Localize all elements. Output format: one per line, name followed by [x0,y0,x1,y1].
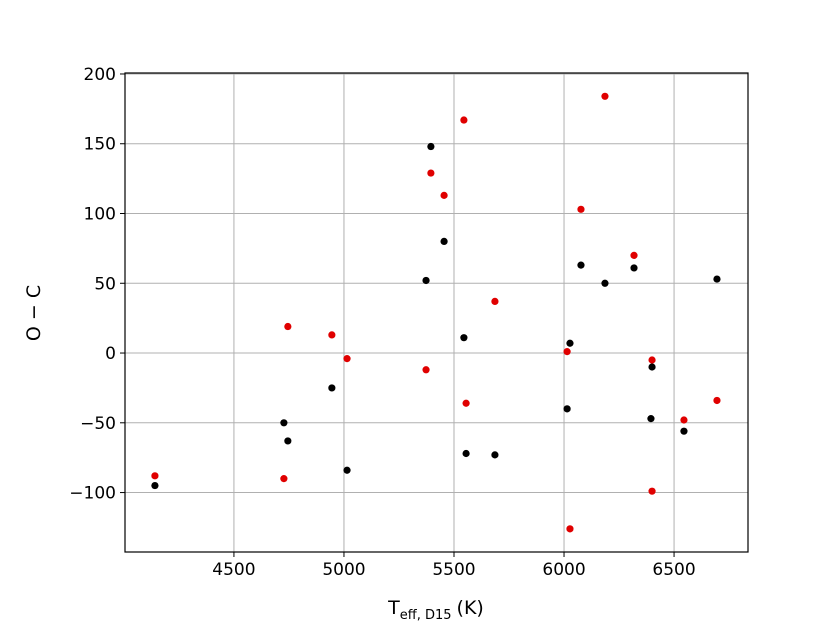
y-tick-label: 0 [105,344,116,364]
point [460,334,468,342]
point [648,487,656,495]
point [284,437,292,445]
point [462,399,470,407]
point [462,449,470,458]
point [647,415,655,423]
point [427,169,435,177]
point [427,142,435,151]
point [601,279,609,287]
point [563,405,571,413]
point [630,264,638,272]
point [713,396,721,405]
point [343,355,351,363]
point [491,451,499,459]
point [422,276,430,285]
point [577,261,585,269]
point [491,297,499,306]
point [328,384,336,392]
point [284,322,292,331]
x-tick-label: 4500 [212,560,255,580]
point [280,419,288,427]
point [630,251,638,259]
x-label-unit: (K) [457,597,484,619]
point [151,472,159,480]
x-tick-label: 6000 [542,560,585,580]
point [601,92,609,100]
point [460,116,468,124]
plot-frame [124,72,749,553]
point [566,525,574,533]
y-tick-label: −100 [69,484,116,504]
point [566,339,574,347]
x-label-main: T [387,597,400,619]
point [648,356,656,364]
point [328,331,336,339]
point [577,205,585,213]
point [422,366,430,374]
point [713,275,721,283]
x-tick-label: 6500 [652,560,695,580]
x-tick-label: 5000 [322,560,365,580]
point [343,466,351,474]
point [563,348,571,356]
y-axis-label: O − C [23,285,45,341]
point [440,191,448,199]
y-tick-label: −50 [80,414,116,434]
y-tick-label: 150 [84,135,116,155]
point [680,416,688,424]
x-tick-label: 5500 [432,560,475,580]
x-axis-label: Teff, D15 (K) [387,597,484,622]
point [648,363,656,371]
x-label-sub: eff, D15 [400,608,452,622]
point [280,475,288,483]
y-tick-label: 50 [94,274,116,294]
y-tick-label: 100 [84,205,116,225]
y-tick-label: 200 [84,65,116,85]
point [680,427,688,435]
point [440,237,448,246]
point [151,481,159,490]
